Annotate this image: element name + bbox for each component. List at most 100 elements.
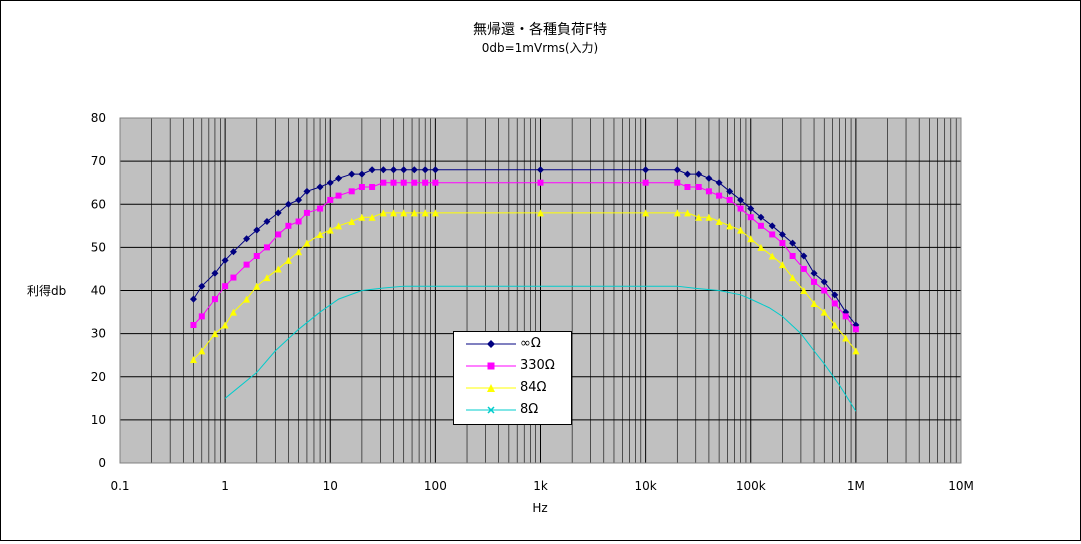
data-point [421,209,429,217]
x-tick-label: 0.1 [110,479,129,493]
data-point [695,184,702,190]
data-point [379,209,387,217]
data-point [820,278,828,286]
data-point [715,218,723,225]
data-point [842,334,850,342]
x-tick-label: 10k [635,479,657,493]
data-point [642,166,650,174]
data-point [852,347,860,355]
data-point [316,230,324,238]
data-point [358,170,366,178]
data-point [537,209,544,217]
x-tick-label: 100 [424,479,447,493]
legend-symbol-8-ohm [466,406,516,414]
data-point [768,222,776,230]
legend-symbol-inf-ohm [466,340,516,348]
data-point [821,287,828,294]
data-point [831,300,838,307]
data-point [820,308,828,316]
data-point [422,179,429,186]
data-point [683,170,691,178]
data-point [189,356,197,363]
data-point [779,240,786,247]
data-point [229,248,237,256]
data-point [716,192,723,199]
x-tick-label: 1M [847,479,865,493]
data-point [348,170,356,178]
data-point [274,209,282,217]
data-point [715,179,723,187]
x-tick-label: 10M [948,479,974,493]
data-point [800,287,808,294]
y-tick-label: 10 [91,413,106,427]
data-point [747,205,755,213]
data-point [421,166,429,174]
data-point [410,166,418,174]
data-point [243,235,251,243]
data-point [768,252,776,260]
y-tick-label: 60 [91,197,106,211]
x-tick-label: 1 [221,479,229,493]
data-point [410,209,418,217]
data-point [400,209,408,217]
data-point [537,166,544,174]
data-point [789,274,797,282]
data-point [537,179,544,186]
data-point [253,282,261,290]
data-point [769,231,776,238]
data-point [379,166,387,174]
y-tick-label: 40 [91,284,106,298]
data-point [642,179,649,186]
data-point [243,261,250,268]
legend-label-inf-ohm: ∞Ω [520,336,541,351]
data-point [737,226,745,234]
data-point [789,239,797,247]
data-point [737,205,744,212]
data-point [284,256,292,264]
data-point [295,218,302,225]
data-point [229,308,237,316]
data-point [230,274,237,281]
data-point [737,196,745,204]
data-point [335,222,343,230]
data-point [778,261,786,269]
data-point [243,295,251,303]
data-point [380,179,387,186]
data-point [303,187,311,195]
data-point [431,209,439,217]
data-point [198,313,205,320]
data-point [747,235,755,243]
data-point [411,179,418,186]
data-point [303,209,310,216]
data-point [674,179,681,186]
data-point [811,278,818,285]
legend-symbol-84-ohm [466,384,516,392]
data-point [253,253,260,259]
data-point [327,196,334,203]
data-point [211,269,219,277]
data-point [705,213,713,221]
chart-legend: ∞Ω 330Ω 84Ω 8Ω [453,331,572,425]
y-tick-label: 30 [91,327,106,341]
x-tick-label: 1k [533,479,548,493]
data-point [285,222,292,229]
data-point [317,205,324,212]
data-point [368,213,376,221]
data-point [326,179,334,187]
legend-label-84-ohm: 84Ω [520,380,547,395]
data-point [789,253,796,259]
y-tick-label: 70 [91,154,106,168]
data-point [275,231,282,238]
x-tick-label: 100k [736,479,766,493]
data-point [358,213,366,221]
data-point [400,166,408,174]
legend-item-330-ohm: 330Ω [454,356,571,378]
data-point [326,226,334,234]
data-point [695,170,703,178]
data-point [303,239,311,247]
data-point [831,321,839,329]
data-point [369,184,376,190]
data-point [810,299,818,307]
legend-symbol-330-ohm [466,362,516,370]
